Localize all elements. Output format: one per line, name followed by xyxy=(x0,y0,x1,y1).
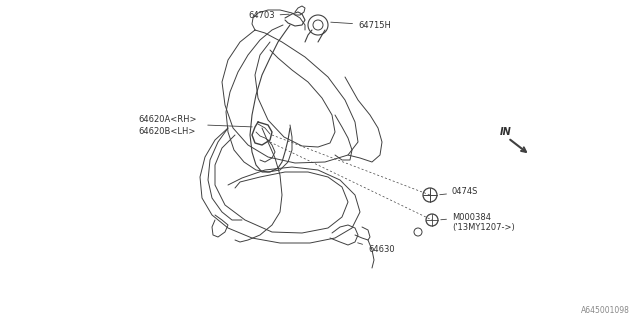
Text: 64630: 64630 xyxy=(358,243,395,254)
Text: M000384: M000384 xyxy=(441,212,491,221)
Text: 64703: 64703 xyxy=(248,12,289,20)
Text: ('13MY1207->): ('13MY1207->) xyxy=(452,223,515,232)
Text: 64620B<LH>: 64620B<LH> xyxy=(138,127,195,137)
Text: A645001098: A645001098 xyxy=(581,306,630,315)
Text: 0474S: 0474S xyxy=(440,188,478,196)
Text: IN: IN xyxy=(500,127,512,137)
Text: 64715H: 64715H xyxy=(331,20,391,29)
Text: 64620A<RH>: 64620A<RH> xyxy=(138,116,196,124)
